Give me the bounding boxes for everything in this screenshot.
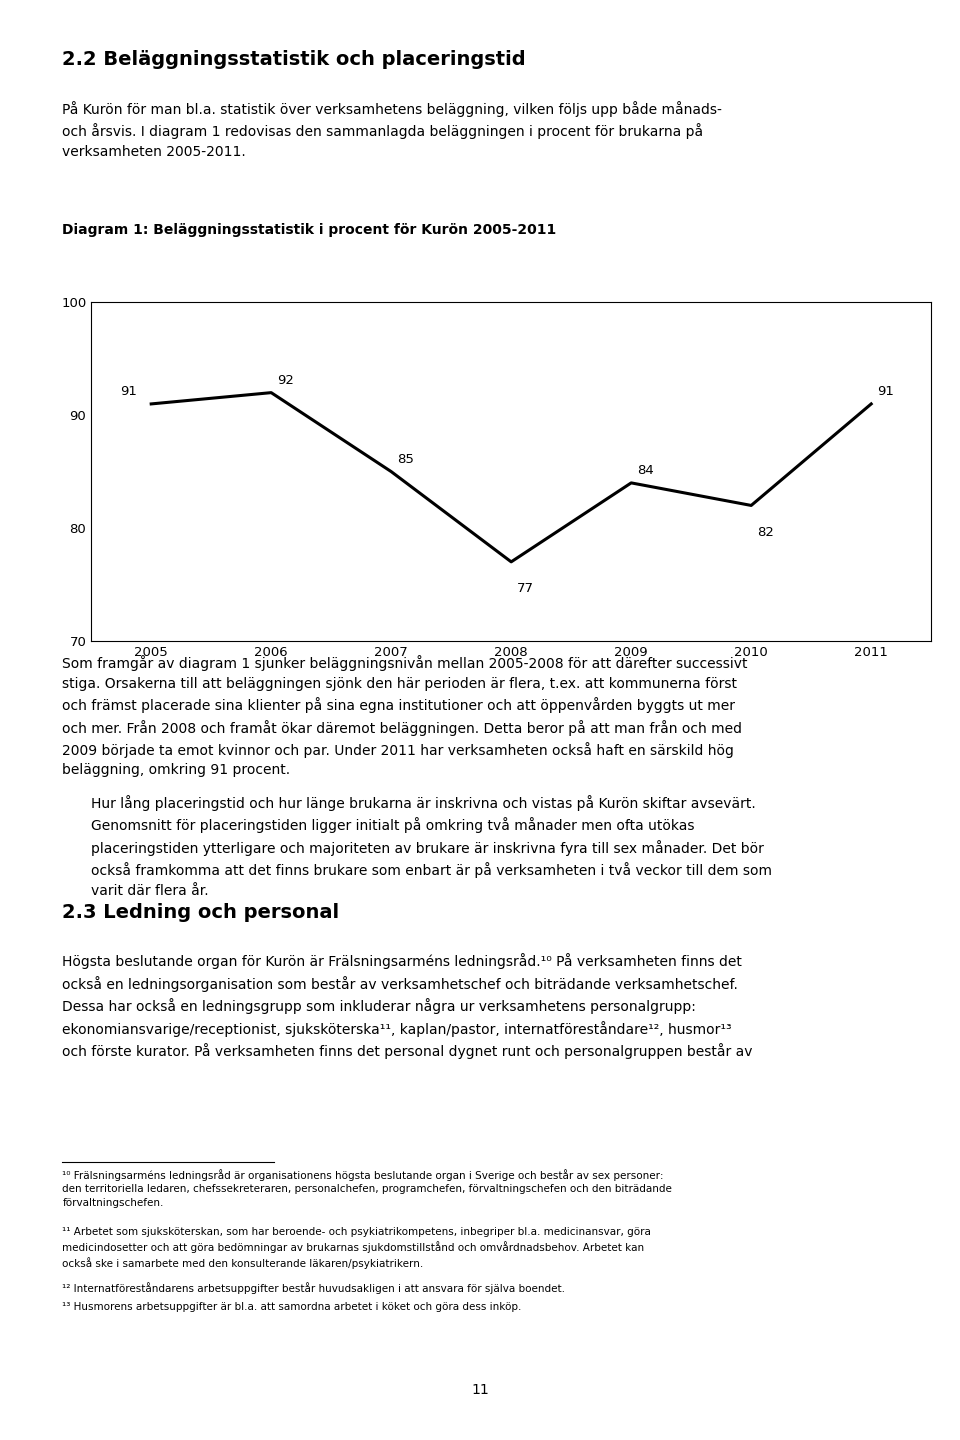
Text: 77: 77 xyxy=(517,582,534,595)
Text: Diagram 1: Beläggningsstatistik i procent för Kurön 2005-2011: Diagram 1: Beläggningsstatistik i procen… xyxy=(62,223,557,238)
Text: Som framgår av diagram 1 sjunker beläggningsnivån mellan 2005-2008 för att däref: Som framgår av diagram 1 sjunker beläggn… xyxy=(62,655,748,778)
Text: ¹² Internatföreståndarens arbetsuppgifter består huvudsakligen i att ansvara för: ¹² Internatföreståndarens arbetsuppgifte… xyxy=(62,1282,565,1293)
Text: 91: 91 xyxy=(120,386,137,399)
Text: 11: 11 xyxy=(471,1382,489,1397)
Text: ¹⁰ Frälsningsarméns ledningsråd är organisationens högsta beslutande organ i Sve: ¹⁰ Frälsningsarméns ledningsråd är organ… xyxy=(62,1169,672,1208)
Text: ¹³ Husmorens arbetsuppgifter är bl.a. att samordna arbetet i köket och göra dess: ¹³ Husmorens arbetsuppgifter är bl.a. at… xyxy=(62,1302,522,1312)
Text: 91: 91 xyxy=(877,386,894,399)
Text: ¹¹ Arbetet som sjuksköterskan, som har beroende- och psykiatrikompetens, inbegri: ¹¹ Arbetet som sjuksköterskan, som har b… xyxy=(62,1227,651,1269)
Text: 92: 92 xyxy=(277,374,294,387)
Text: Högsta beslutande organ för Kurön är Frälsningsarméns ledningsråd.¹⁰ På verksamh: Högsta beslutande organ för Kurön är Frä… xyxy=(62,953,753,1058)
Text: 82: 82 xyxy=(757,526,774,539)
Text: 84: 84 xyxy=(637,464,654,477)
Text: På Kurön för man bl.a. statistik över verksamhetens beläggning, vilken följs upp: På Kurön för man bl.a. statistik över ve… xyxy=(62,101,722,158)
Text: Hur lång placeringstid och hur länge brukarna är inskrivna och vistas på Kurön s: Hur lång placeringstid och hur länge bru… xyxy=(91,795,772,897)
Text: 85: 85 xyxy=(397,454,414,467)
Text: 2.2 Beläggningsstatistik och placeringstid: 2.2 Beläggningsstatistik och placeringst… xyxy=(62,50,526,69)
Text: 2.3 Ledning och personal: 2.3 Ledning och personal xyxy=(62,903,340,922)
